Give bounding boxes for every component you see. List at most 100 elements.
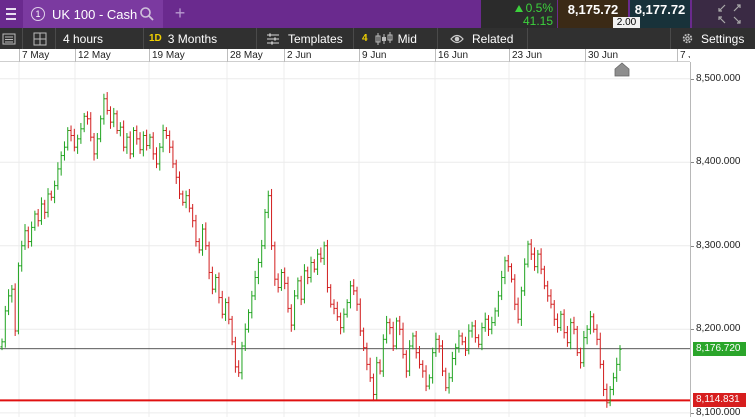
price-label: 8,200.000 (696, 323, 741, 335)
ohlc-bar (237, 360, 241, 377)
date-tick (19, 49, 20, 62)
ohlc-bar (148, 133, 152, 149)
ohlc-bar (223, 298, 228, 321)
ohlc-bar (332, 299, 336, 315)
ohlc-bar (411, 332, 415, 350)
support-line-tag: 8,114.831 (693, 393, 746, 408)
scroll-to-latest-icon[interactable] (614, 62, 630, 77)
layout-toggle[interactable] (33, 28, 47, 49)
ohlc-bar (618, 345, 622, 372)
ohlc-bar (250, 290, 254, 319)
ohlc-bar (49, 190, 53, 201)
instrument-tab[interactable]: 1 UK 100 - Cash (23, 0, 163, 28)
ohlc-bar (10, 285, 14, 303)
indicator-count-badge: 4 (362, 33, 368, 44)
ohlc-bar (299, 275, 303, 306)
ohlc-bar (56, 162, 60, 190)
date-axis: 7 May 12 May 19 May 28 May 2 Jun 9 Jun 16 Jun 2… (0, 49, 701, 62)
price-chart[interactable] (0, 62, 690, 417)
date-axis-corner (690, 49, 755, 62)
related-button[interactable]: Related (450, 28, 513, 49)
ohlc-bar (168, 130, 172, 154)
ohlc-bar (240, 341, 244, 380)
ohlc-bar (46, 188, 50, 218)
ohlc-bar (125, 133, 129, 154)
ohlc-bar (361, 327, 366, 352)
ohlc-bar (582, 330, 586, 367)
templates-button[interactable]: Templates (266, 28, 343, 49)
expand-icon[interactable] (733, 4, 741, 12)
ohlc-bar (391, 321, 395, 352)
ohlc-bar (408, 340, 412, 377)
ohlc-bar (417, 346, 422, 369)
templates-icon (267, 33, 279, 44)
ohlc-bar (519, 286, 523, 326)
watchlist-toggle[interactable] (2, 28, 16, 49)
settings-button[interactable]: Settings (681, 28, 744, 49)
price-tick (691, 412, 694, 414)
menu-icon[interactable] (0, 0, 22, 28)
ohlc-bar (269, 188, 274, 250)
ohlc-bar (102, 93, 106, 125)
indicators-button[interactable]: 4 Mid (362, 31, 417, 46)
ohlc-bar (385, 315, 389, 344)
ohlc-bar (145, 129, 149, 151)
date-tick (227, 49, 228, 62)
ohlc-bar (112, 107, 116, 128)
add-tab-button[interactable]: + (174, 3, 186, 23)
ohlc-bar (263, 209, 267, 250)
ohlc-bar (200, 224, 205, 256)
ohlc-bar (141, 131, 145, 157)
minimize-icon[interactable] (718, 4, 726, 12)
ohlc-bar (414, 330, 418, 359)
ohlc-bar (286, 276, 290, 313)
date-label: 9 Jun (362, 50, 387, 61)
ohlc-bar (473, 320, 477, 343)
change-points: 41.15 (522, 14, 553, 28)
fullscreen-icon[interactable] (733, 16, 741, 24)
interval-select[interactable]: 4 hours (63, 31, 104, 46)
ohlc-bar (542, 265, 546, 290)
detach-icon[interactable] (718, 16, 726, 24)
ohlc-bar (608, 386, 612, 407)
ohlc-bar (398, 315, 402, 336)
ohlc-bar (181, 190, 185, 206)
ohlc-bar (322, 241, 326, 265)
date-tick (149, 49, 150, 62)
price-tick (691, 245, 694, 247)
ohlc-bar (138, 132, 142, 154)
candles-icon (375, 31, 393, 45)
ohlc-bar (128, 131, 132, 159)
ohlc-bar (79, 122, 83, 144)
ohlc-bar (122, 120, 126, 152)
ohlc-bar (39, 197, 44, 225)
ohlc-bar (85, 111, 90, 125)
ohlc-bar (3, 305, 7, 348)
ohlc-bar (0, 338, 4, 351)
buy-price-button[interactable]: 8,177.72 (630, 0, 690, 28)
date-label: 28 May (230, 50, 263, 61)
ohlc-bar (549, 289, 553, 309)
ohlc-bar (283, 267, 287, 290)
ohlc-bar (598, 332, 602, 369)
date-tick (677, 49, 678, 62)
ohlc-bar (171, 140, 175, 169)
ohlc-bar (315, 249, 320, 275)
sell-price-button[interactable]: 8,175.72 (558, 0, 628, 28)
price-axis: 8,176.720 8,114.831 8,500.000 8,400.000 8,… (690, 62, 755, 417)
range-select[interactable]: 1D 3 Months (149, 31, 218, 46)
ohlc-bar (480, 322, 484, 351)
window-controls (692, 0, 755, 28)
ohlc-bar (154, 147, 159, 169)
ohlc-bar (424, 365, 428, 392)
ohlc-bar (493, 307, 497, 326)
search-icon[interactable] (139, 6, 155, 22)
ohlc-bar (388, 318, 392, 335)
ohlc-bar (437, 335, 441, 353)
ohlc-bar (467, 324, 471, 355)
ohlc-bar (546, 280, 550, 302)
price-tick (691, 162, 694, 164)
ohlc-bar (454, 343, 458, 366)
ohlc-bar (99, 115, 103, 143)
ohlc-bar (559, 310, 563, 331)
